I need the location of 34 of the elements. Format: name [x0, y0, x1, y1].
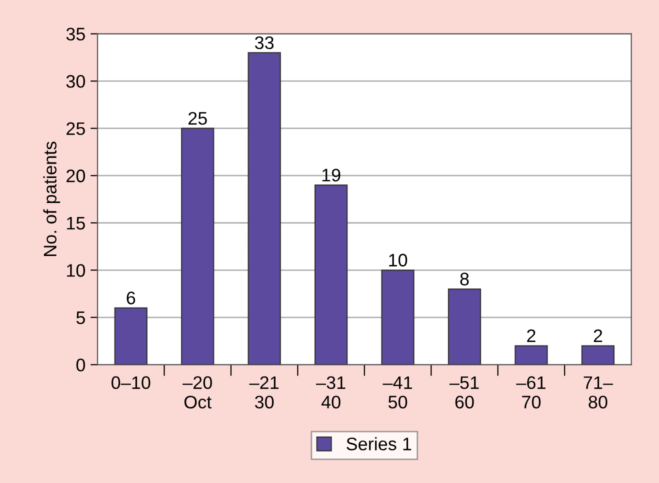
bar — [448, 288, 482, 365]
data-label: 2 — [594, 329, 602, 342]
data-label: 33 — [254, 36, 274, 50]
data-label: 10 — [389, 254, 408, 267]
y-tick-label: 20 — [66, 170, 86, 182]
y-tick-label: 15 — [67, 216, 85, 230]
y-tick-label: 10 — [67, 264, 86, 277]
data-label: 25 — [188, 112, 207, 125]
bar — [581, 345, 615, 365]
x-tick-label: –31 40 — [316, 376, 346, 408]
bar — [114, 307, 148, 365]
y-axis-title: No. of patients — [43, 142, 60, 256]
y-tick-label: 30 — [66, 75, 86, 88]
data-label: 2 — [527, 329, 536, 342]
data-label: 19 — [322, 168, 340, 182]
y-tick-label: 0 — [76, 358, 86, 372]
data-label: 8 — [460, 272, 469, 286]
bar — [514, 345, 548, 365]
bar — [181, 128, 214, 365]
x-tick-label: –20 Oct — [182, 376, 212, 408]
legend-label: Series 1 — [346, 437, 412, 450]
x-tick-label: –41 50 — [382, 376, 412, 408]
bar — [248, 52, 281, 365]
y-tick-label: 5 — [76, 312, 85, 324]
data-label: 6 — [126, 292, 136, 304]
bar — [381, 270, 414, 365]
y-tick-label: 35 — [66, 28, 85, 41]
x-tick-label: –61 70 — [516, 376, 546, 408]
x-tick-label: –21 30 — [249, 376, 279, 408]
bar — [314, 184, 348, 365]
x-tick-label: –51 60 — [449, 376, 479, 408]
x-tick-label: 0–10 — [112, 376, 150, 390]
x-tick-label: 71– 80 — [584, 376, 614, 408]
y-tick-label: 25 — [66, 122, 85, 136]
